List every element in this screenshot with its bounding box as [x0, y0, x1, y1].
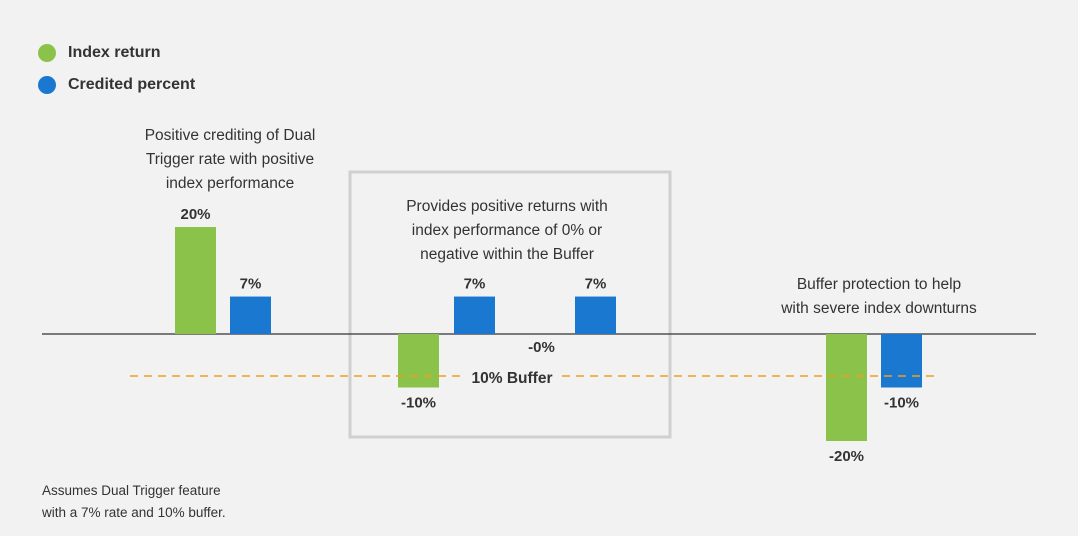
- annotation-positive-crediting: Positive crediting of Dual Trigger rate …: [144, 127, 316, 192]
- data-label-index-return: -0%: [528, 339, 555, 356]
- bar-index-return: [826, 334, 867, 441]
- buffer-highlight-box: [348, 170, 672, 439]
- data-label-credited-percent: 7%: [585, 276, 607, 293]
- legend-label-index-return: Index return: [68, 44, 161, 61]
- bar-credited-percent: [230, 296, 271, 334]
- legend-item-credited-percent: Credited percent: [38, 75, 195, 95]
- data-label-credited-percent: 7%: [240, 276, 262, 293]
- bar-credited-percent: [575, 296, 616, 334]
- legend-swatch-index-return: [38, 44, 56, 62]
- footnote: Assumes Dual Trigger feature with a 7% r…: [42, 483, 226, 520]
- data-label-credited-percent: -10%: [884, 395, 919, 412]
- bars-group: [175, 227, 922, 441]
- annotation-buffer-box: Provides positive returns with index per…: [406, 198, 608, 263]
- data-label-credited-percent: 7%: [464, 276, 486, 293]
- legend-item-index-return: Index return: [38, 43, 195, 63]
- data-label-index-return: 20%: [180, 206, 210, 223]
- legend-swatch-credited-percent: [38, 76, 56, 94]
- data-label-index-return: -20%: [829, 448, 864, 465]
- buffer-label: 10% Buffer: [472, 370, 553, 387]
- bar-credited-percent: [454, 296, 495, 334]
- data-labels-group: 20% 7% -10% 7% -0% 7% -20% -10%: [180, 206, 919, 465]
- annotation-buffer-protection: Buffer protection to help with severe in…: [781, 276, 977, 317]
- data-label-index-return: -10%: [401, 395, 436, 412]
- legend-label-credited-percent: Credited percent: [68, 76, 196, 93]
- legend: Index return Credited percent: [38, 43, 195, 107]
- bar-index-return: [175, 227, 216, 334]
- bar-index-return: [398, 334, 439, 388]
- bar-credited-percent: [881, 334, 922, 388]
- buffer-layer: 10% Buffer: [130, 370, 940, 387]
